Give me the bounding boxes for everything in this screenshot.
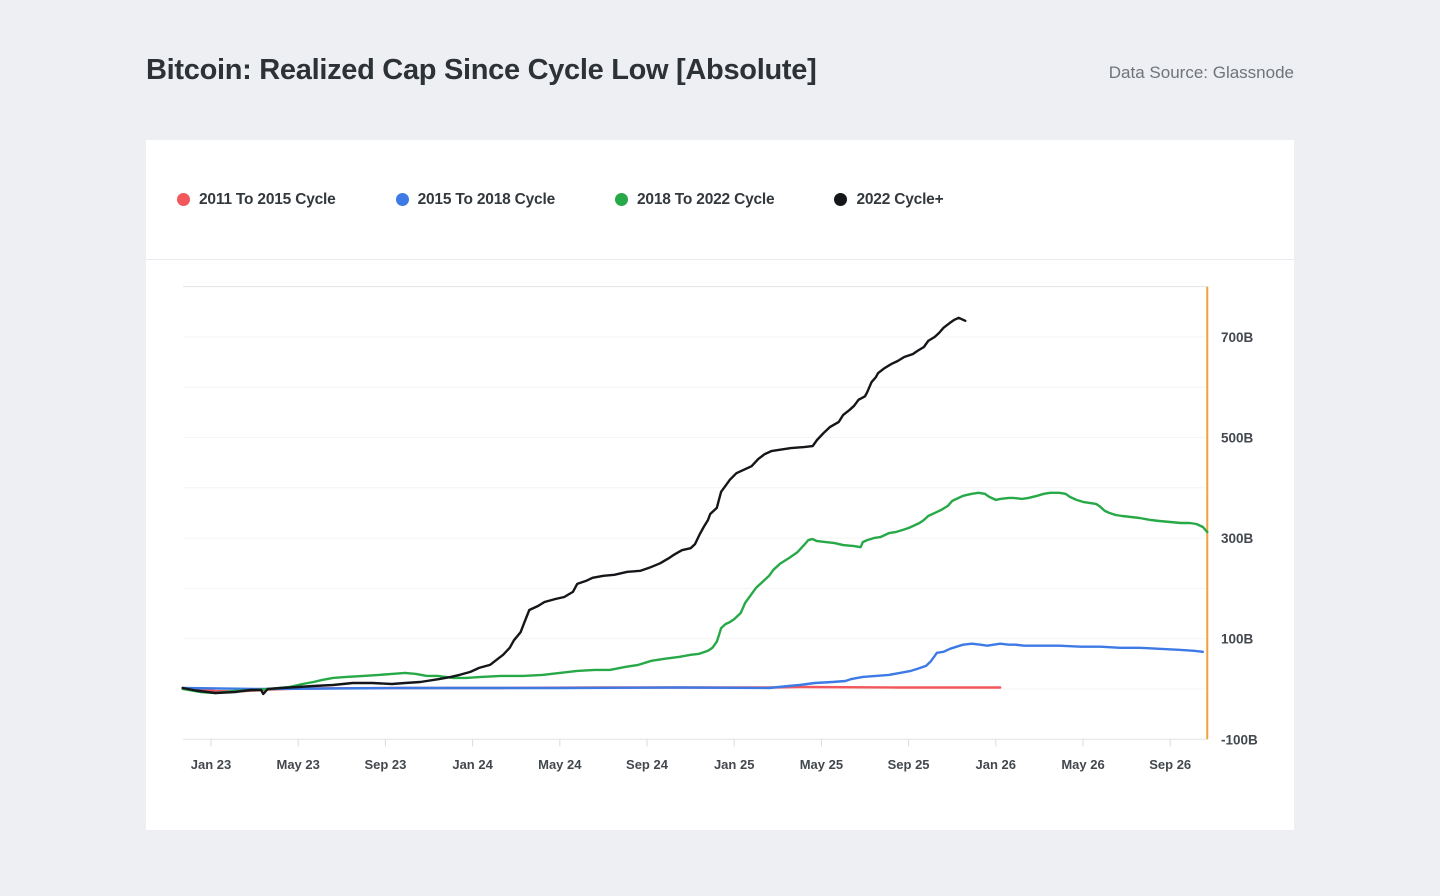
chart-legend: 2011 To 2015 Cycle 2015 To 2018 Cycle 2018… (146, 140, 1294, 260)
legend-marker-icon (834, 193, 848, 206)
y-axis-label: -100B (1221, 732, 1258, 747)
legend-item-2015-to-2018-cycle[interactable]: 2015 To 2018 Cycle (395, 190, 556, 209)
x-axis-label: May 24 (538, 757, 582, 772)
x-axis-label: May 25 (800, 757, 843, 772)
x-axis-label: Jan 23 (191, 757, 231, 772)
data-source-label: Data Source: Glassnode (1108, 63, 1294, 82)
x-axis-label: Jan 25 (714, 757, 754, 772)
chart-card: 2011 To 2015 Cycle 2015 To 2018 Cycle 2018… (146, 140, 1294, 830)
x-axis-label: May 26 (1061, 757, 1104, 772)
legend-item-label: 2011 To 2015 Cycle (199, 190, 336, 208)
series-line-2022-cycle[interactable] (181, 316, 967, 696)
series-line-2018-to-2022-cycle[interactable] (181, 491, 1209, 695)
x-axis-label: Sep 25 (888, 757, 930, 772)
legend-marker-icon (615, 193, 629, 206)
x-axis-label: May 23 (277, 757, 320, 772)
legend-item-label: 2015 To 2018 Cycle (417, 190, 556, 208)
x-axis-label: Sep 26 (1149, 757, 1191, 772)
y-axis-label: 500B (1221, 431, 1254, 446)
legend-item-2018-to-2022-cycle[interactable]: 2018 To 2022 Cycle (615, 190, 775, 209)
realized-cap-chart[interactable]: Jan 23 May 23 Sep 23 Jan 24 May 24 Sep 24 Jan … (146, 260, 1294, 830)
x-axis-label: Sep 24 (626, 757, 669, 772)
legend-item-2011-to-2015-cycle[interactable]: 2011 To 2015 Cycle (177, 191, 336, 209)
x-axis-label: Jan 26 (976, 757, 1016, 772)
legend-marker-icon (395, 193, 409, 206)
y-axis-label: 300B (1221, 531, 1254, 546)
page-title: Bitcoin: Realized Cap Since Cycle Low [A… (146, 54, 817, 86)
plot-area: Jan 23 May 23 Sep 23 Jan 24 May 24 Sep 24 Jan … (146, 260, 1294, 830)
legend-item-label: 2018 To 2022 Cycle (637, 190, 775, 208)
legend-item-2022-cycle[interactable]: 2022 Cycle+ (834, 190, 944, 209)
x-axis-label: Sep 23 (364, 757, 406, 772)
x-axis-label: Jan 24 (452, 757, 493, 772)
series-line-2015-to-2018-cycle[interactable] (181, 642, 1205, 691)
legend-item-label: 2022 Cycle+ (856, 190, 944, 208)
page-header: Bitcoin: Realized Cap Since Cycle Low [A… (146, 54, 1294, 87)
y-axis-label: 700B (1221, 330, 1254, 345)
y-axis-label: 100B (1221, 632, 1254, 647)
legend-marker-icon (177, 193, 190, 206)
